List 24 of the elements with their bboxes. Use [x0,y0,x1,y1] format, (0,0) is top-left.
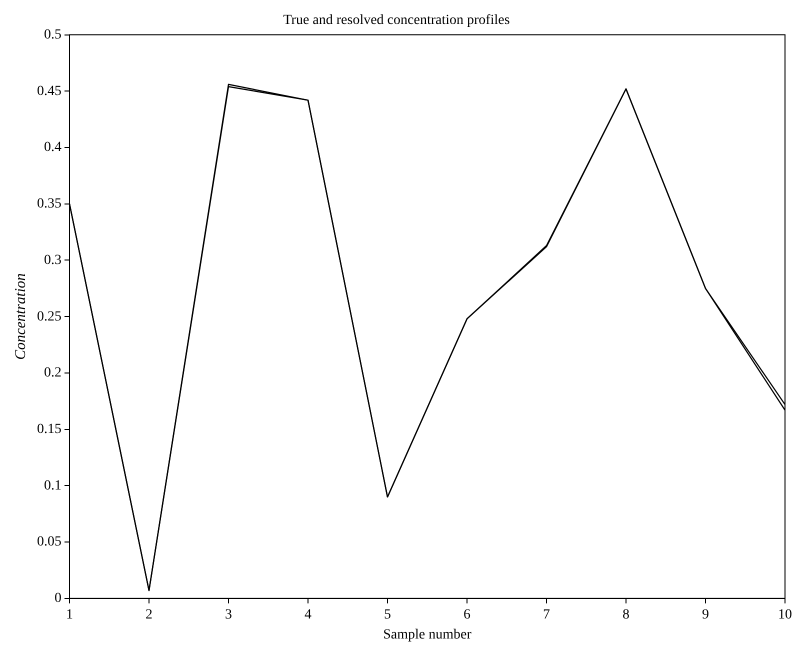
x-tick-label: 4 [304,607,312,622]
y-tick-label: 0.35 [37,196,62,212]
y-tick-label: 0.4 [44,140,62,156]
x-tick-label: 2 [146,607,152,622]
x-tick-label: 8 [622,607,630,622]
x-axis-title: Sample number [383,627,472,642]
y-tick-label: 0.2 [44,366,62,381]
y-tick-label: 0.1 [44,478,62,494]
y-tick-label: 0.3 [44,252,62,268]
x-tick-label: 9 [702,607,709,622]
x-tick-label: 7 [543,607,550,622]
y-tick-label: 0.05 [37,534,62,550]
y-tick-label: 0.15 [37,422,62,437]
chart-title: True and resolved concentration profiles [283,13,510,28]
y-tick-label: 0.5 [44,27,62,42]
y-axis-title: Concentration [12,273,29,360]
y-tick-label: 0 [54,591,62,606]
x-tick-label: 5 [384,607,391,622]
x-tick-label: 1 [66,607,73,622]
y-tick-label: 0.45 [37,84,62,99]
x-tick-label: 10 [778,607,792,622]
y-tick-label: 0.25 [37,309,62,324]
x-tick-label: 6 [464,607,470,622]
x-tick-label: 3 [225,607,232,622]
